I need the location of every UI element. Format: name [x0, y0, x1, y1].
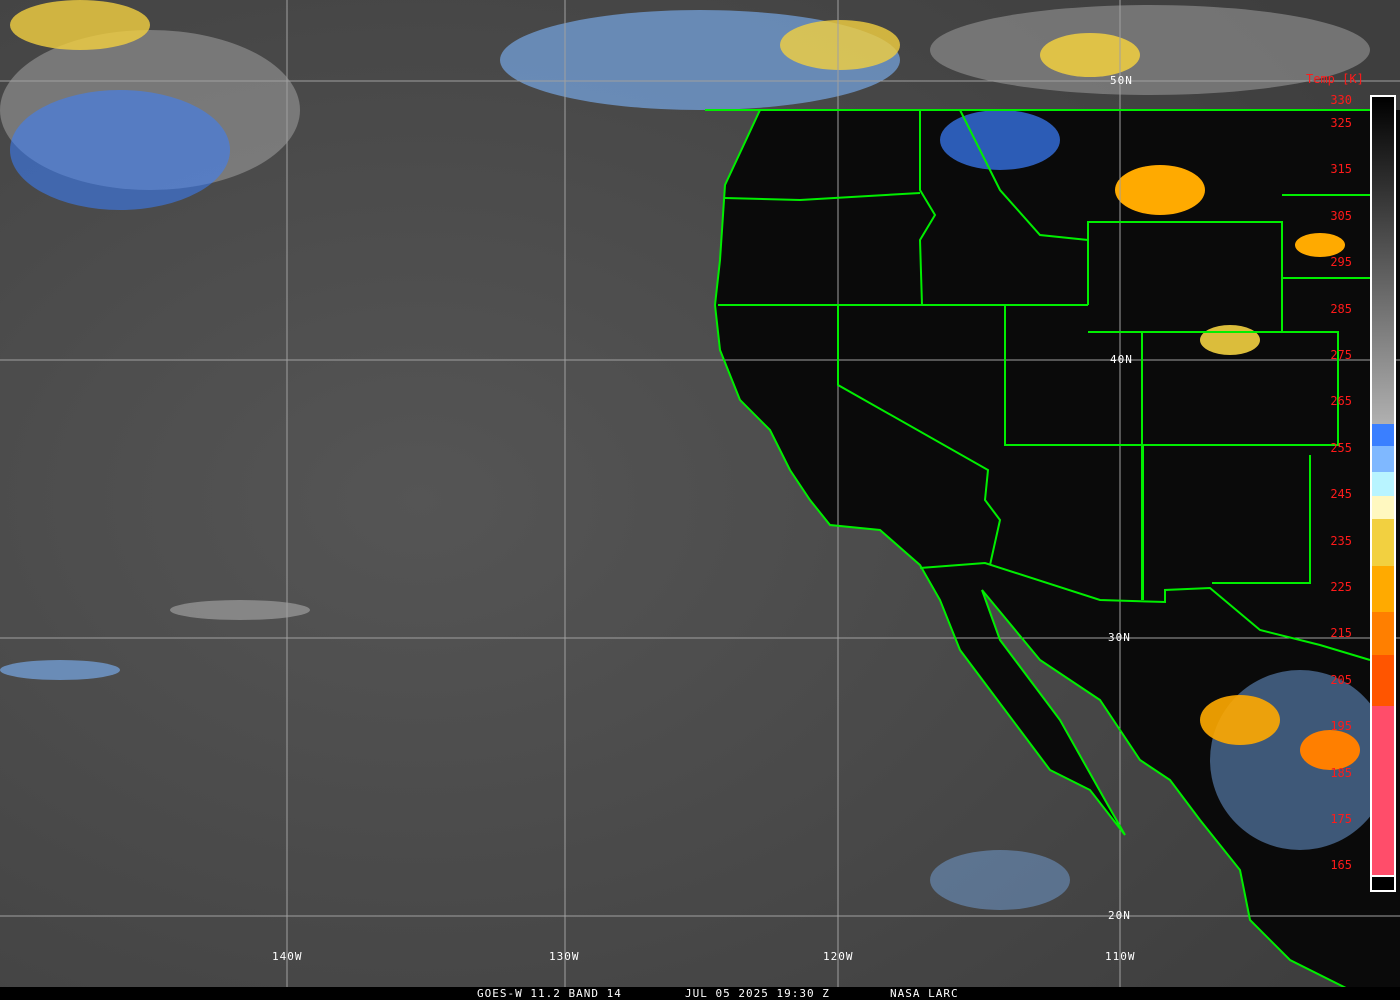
colorbar-tick-label: 285	[1330, 301, 1352, 316]
colorbar-title: Temp [K]	[1306, 72, 1364, 86]
lat-label-40n: 40N	[1110, 353, 1133, 366]
colorbar-tick-label: 275	[1330, 348, 1352, 362]
caption-satellite: GOES-W 11.2 BAND 14	[477, 987, 622, 1000]
colorbar-tick-label: 205	[1330, 672, 1352, 687]
lat-label-50n: 50N	[1110, 74, 1133, 87]
caption-bar: GOES-W 11.2 BAND 14 JUL 05 2025 19:30 Z …	[0, 987, 1400, 1000]
colorbar-tick-label: 185	[1330, 765, 1352, 780]
colorbar-tick-label: 225	[1330, 580, 1352, 594]
colorbar-tick-label: 330	[1330, 92, 1352, 107]
caption-source: NASA LARC	[890, 987, 959, 1000]
colorbar-tick-label: 195	[1330, 719, 1352, 734]
caption-datetime: JUL 05 2025 19:30 Z	[685, 987, 830, 1000]
colorbar-tick-label: 165	[1330, 858, 1352, 873]
colorbar-tick-label: 325	[1330, 116, 1352, 130]
colorbar-tick-label: 255	[1330, 440, 1352, 455]
colorbar-tick-label: 265	[1330, 394, 1352, 409]
cloud-tops	[0, 0, 1390, 910]
colorbar-tick-label: 305	[1330, 208, 1352, 223]
colorbar-tick-label: 245	[1330, 487, 1352, 502]
lon-label-110w: 110W	[1105, 950, 1136, 963]
coastline	[713, 109, 1351, 991]
lat-label-20n: 20N	[1108, 909, 1131, 922]
colorbar-tick-label: 175	[1330, 812, 1352, 826]
lon-label-120w: 120W	[823, 950, 854, 963]
colorbar-tick-label: 295	[1330, 255, 1352, 270]
lat-label-30n: 30N	[1108, 631, 1131, 644]
lon-label-140w: 140W	[272, 950, 303, 963]
temperature-colorbar	[1370, 95, 1396, 892]
political-borders	[705, 109, 1371, 991]
colorbar-tick-label: 235	[1330, 533, 1352, 548]
colorbar-tick-label: 315	[1330, 162, 1352, 177]
colorbar-tick-label: 215	[1330, 626, 1352, 641]
lon-label-130w: 130W	[549, 950, 580, 963]
